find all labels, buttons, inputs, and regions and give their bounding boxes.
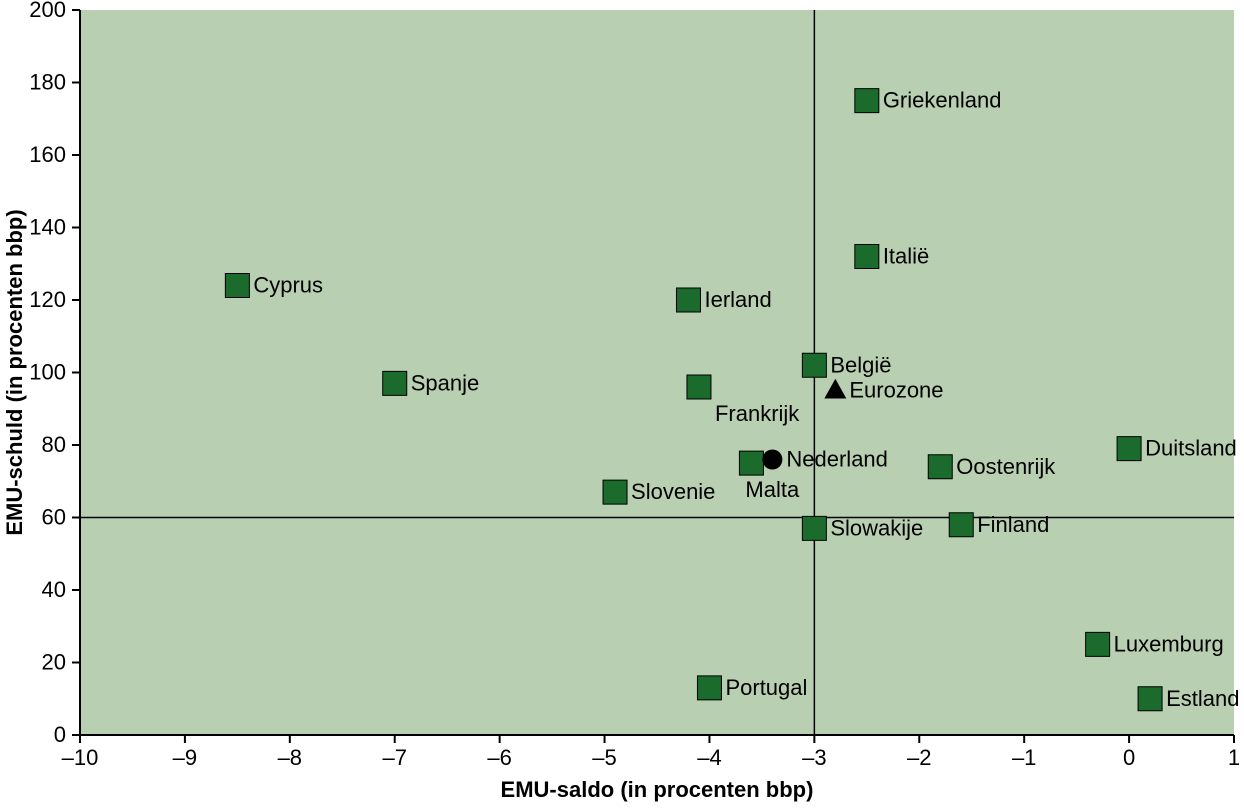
point-label: Estland <box>1166 686 1239 711</box>
point-label: Slovenie <box>631 479 715 504</box>
square-marker <box>1138 687 1162 711</box>
y-tick-label: 20 <box>42 650 66 675</box>
chart-svg: –10–9–8–7–6–5–4–3–2–10102040608010012014… <box>0 0 1244 811</box>
data-point-estland: Estland <box>1138 686 1239 711</box>
point-label: Frankrijk <box>715 401 800 426</box>
square-marker <box>687 375 711 399</box>
square-marker <box>949 513 973 537</box>
x-tick-label: –3 <box>802 745 826 770</box>
y-tick-label: 0 <box>54 722 66 747</box>
y-tick-label: 180 <box>29 70 66 95</box>
data-point-slovenie: Slovenie <box>603 479 715 504</box>
square-marker <box>928 455 952 479</box>
data-point-italië: Italië <box>855 244 929 269</box>
x-tick-label: –5 <box>592 745 616 770</box>
point-label: Eurozone <box>849 378 943 403</box>
data-point-griekenland: Griekenland <box>855 88 1002 113</box>
x-tick-label: 0 <box>1123 745 1135 770</box>
point-label: België <box>830 352 891 377</box>
point-label: Griekenland <box>883 88 1002 113</box>
data-point-oostenrijk: Oostenrijk <box>928 454 1056 479</box>
point-label: Luxemburg <box>1114 631 1224 656</box>
x-tick-label: –2 <box>907 745 931 770</box>
square-marker <box>1117 437 1141 461</box>
y-tick-label: 60 <box>42 505 66 530</box>
x-tick-label: –8 <box>278 745 302 770</box>
y-tick-label: 80 <box>42 432 66 457</box>
data-point-belgië: België <box>802 352 891 377</box>
data-point-portugal: Portugal <box>697 675 807 700</box>
x-tick-label: –7 <box>382 745 406 770</box>
data-point-spanje: Spanje <box>383 370 480 395</box>
x-tick-label: –4 <box>697 745 721 770</box>
square-marker <box>697 676 721 700</box>
y-axis-label: EMU-schuld (in procenten bbp) <box>2 209 27 535</box>
plot-background <box>80 10 1234 735</box>
scatter-chart: –10–9–8–7–6–5–4–3–2–10102040608010012014… <box>0 0 1244 811</box>
data-point-cyprus: Cyprus <box>225 273 323 298</box>
point-label: Finland <box>977 512 1049 537</box>
data-point-duitsland: Duitsland <box>1117 436 1237 461</box>
point-label: Malta <box>745 477 800 502</box>
data-point-ierland: Ierland <box>676 287 771 312</box>
y-tick-label: 100 <box>29 360 66 385</box>
circle-marker <box>762 450 782 470</box>
square-marker <box>603 480 627 504</box>
point-label: Oostenrijk <box>956 454 1056 479</box>
x-tick-label: –1 <box>1012 745 1036 770</box>
point-label: Portugal <box>725 675 807 700</box>
square-marker <box>676 288 700 312</box>
square-marker <box>855 89 879 113</box>
y-tick-label: 200 <box>29 0 66 22</box>
square-marker <box>1086 632 1110 656</box>
point-label: Ierland <box>704 287 771 312</box>
point-label: Duitsland <box>1145 436 1237 461</box>
data-point-luxemburg: Luxemburg <box>1086 631 1224 656</box>
point-label: Spanje <box>411 370 480 395</box>
x-tick-label: –9 <box>173 745 197 770</box>
y-tick-label: 120 <box>29 287 66 312</box>
square-marker <box>739 451 763 475</box>
square-marker <box>383 371 407 395</box>
point-label: Slowakije <box>830 515 923 540</box>
x-tick-label: 1 <box>1228 745 1240 770</box>
point-label: Cyprus <box>253 273 323 298</box>
x-axis-label: EMU-saldo (in procenten bbp) <box>501 777 814 802</box>
y-tick-label: 40 <box>42 577 66 602</box>
x-tick-label: –6 <box>487 745 511 770</box>
y-tick-label: 140 <box>29 215 66 240</box>
square-marker <box>802 516 826 540</box>
square-marker <box>802 353 826 377</box>
data-point-slowakije: Slowakije <box>802 515 923 540</box>
point-label: Italië <box>883 244 929 269</box>
x-tick-label: –10 <box>62 745 99 770</box>
data-point-finland: Finland <box>949 512 1049 537</box>
square-marker <box>855 245 879 269</box>
point-label: Nederland <box>786 447 888 472</box>
y-tick-label: 160 <box>29 142 66 167</box>
square-marker <box>225 274 249 298</box>
